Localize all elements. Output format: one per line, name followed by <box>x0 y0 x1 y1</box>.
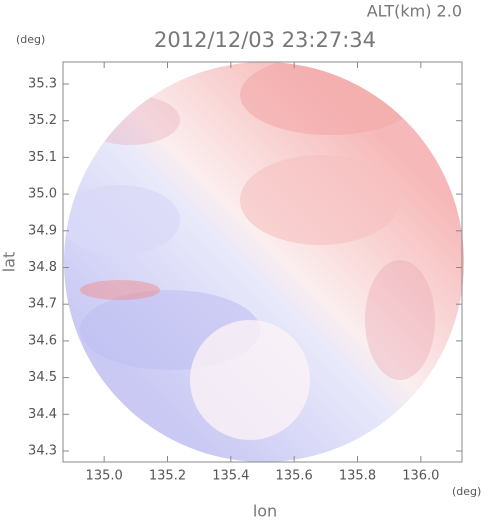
y-tick-label: 35.1 <box>28 150 57 165</box>
y-tick-label: 34.6 <box>28 333 57 348</box>
y-unit: (deg) <box>16 33 45 46</box>
y-tick-label: 35.0 <box>28 187 57 202</box>
plot-frame <box>62 61 463 463</box>
y-tick-label: 34.3 <box>28 443 57 458</box>
y-tick-label: 35.3 <box>28 77 57 92</box>
x-tick-label: 135.4 <box>212 469 249 484</box>
y-tick-label: 34.7 <box>28 297 57 312</box>
x-tick-label: 135.2 <box>149 469 186 484</box>
x-unit: (deg) <box>452 485 481 498</box>
altitude-label: ALT(km) 2.0 <box>367 2 462 21</box>
x-tick-label: 135.6 <box>276 469 313 484</box>
y-tick-label: 35.2 <box>28 113 57 128</box>
radar-field <box>64 62 464 462</box>
y-tick-label: 34.9 <box>28 223 57 238</box>
y-tick-label: 34.8 <box>28 260 57 275</box>
x-tick-label: 136.0 <box>402 469 439 484</box>
y-tick-label: 34.5 <box>28 370 57 385</box>
chart-title: 2012/12/03 23:27:34 <box>154 28 376 52</box>
x-tick-label: 135.0 <box>86 469 123 484</box>
y-tick-label: 34.4 <box>28 407 57 422</box>
x-axis-label: lon <box>253 502 277 521</box>
x-tick-label: 135.8 <box>339 469 376 484</box>
y-axis-label: lat <box>0 252 19 273</box>
